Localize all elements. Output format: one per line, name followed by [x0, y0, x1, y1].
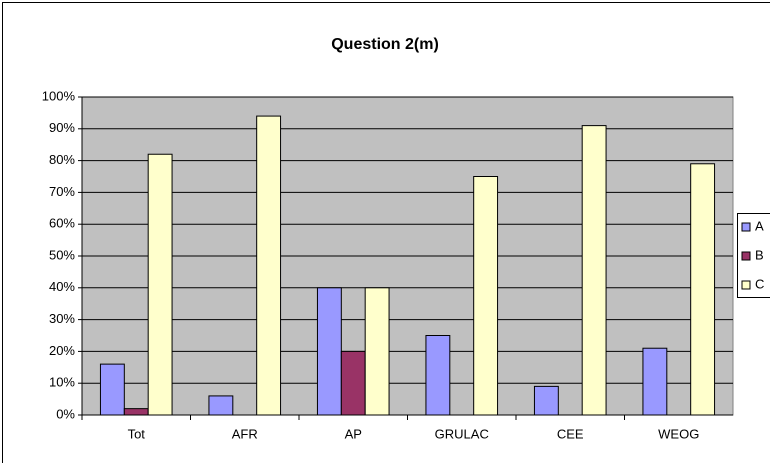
bar [256, 115, 282, 416]
y-tick-label: 50% [49, 247, 75, 262]
bar [208, 395, 234, 416]
bar [642, 347, 668, 416]
legend-label: C [755, 276, 764, 291]
x-tick-label: AFR [232, 426, 258, 441]
y-tick-label: 0% [56, 406, 75, 421]
y-tick-label: 20% [49, 343, 75, 358]
y-tick-label: 80% [49, 152, 75, 167]
y-tick-label: 30% [49, 311, 75, 326]
x-tick-label: GRULAC [435, 426, 489, 441]
y-tick-label: 90% [49, 120, 75, 135]
bar [690, 163, 716, 416]
bar [99, 363, 125, 416]
bar [533, 385, 559, 416]
legend-swatch [741, 251, 751, 261]
chart-title: Question 2(m) [331, 36, 439, 53]
bar [147, 153, 173, 416]
y-tick-label: 40% [49, 279, 75, 294]
legend-label: A [755, 218, 764, 233]
bar [364, 287, 390, 416]
y-tick-label: 10% [49, 375, 75, 390]
bar [581, 125, 607, 416]
legend-label: B [755, 247, 764, 262]
x-tick-label: Tot [128, 426, 146, 441]
x-tick-label: AP [345, 426, 362, 441]
legend-swatch [741, 222, 751, 232]
bar [473, 176, 499, 416]
bar [425, 335, 451, 416]
x-tick-label: CEE [557, 426, 584, 441]
y-tick-label: 60% [49, 216, 75, 231]
bar [316, 287, 342, 416]
bar [123, 408, 149, 416]
legend-swatch [741, 280, 751, 290]
y-tick-label: 70% [49, 184, 75, 199]
y-tick-label: 100% [42, 88, 76, 103]
x-tick-label: WEOG [658, 426, 699, 441]
bar [340, 350, 366, 416]
